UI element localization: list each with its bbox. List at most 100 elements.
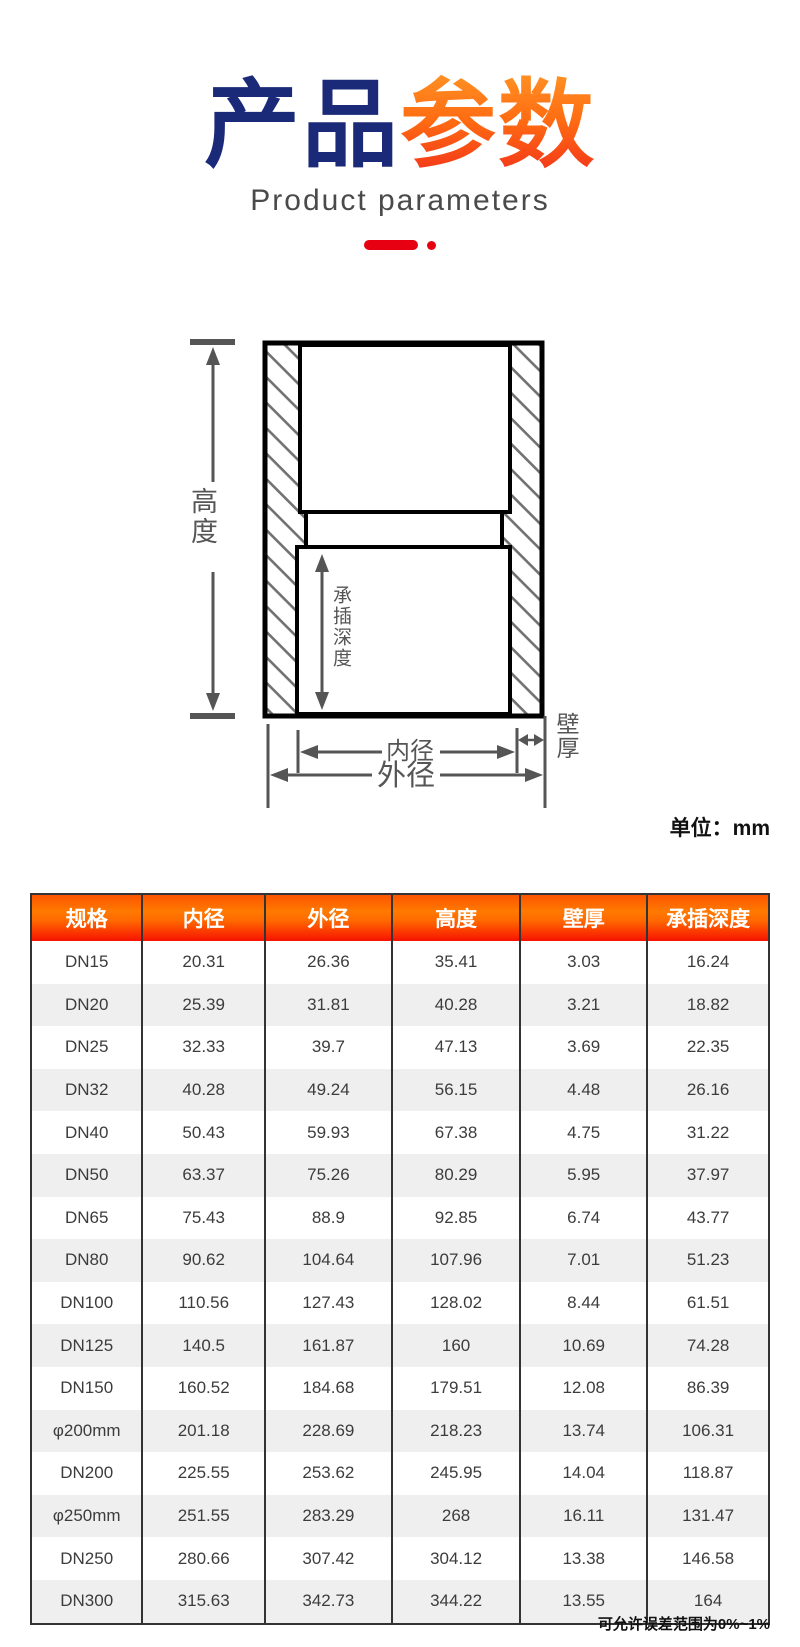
table-cell: DN125 (60, 1335, 114, 1355)
table-cell: 131.47 (646, 1494, 769, 1538)
table-row: DN200 225.55 253.62 245.95 14.04 118.87 (31, 1452, 769, 1495)
title-divider (0, 240, 800, 250)
outer-diameter-dimension-label: 外径 (376, 760, 435, 792)
table-cell: 161.87 (263, 1324, 392, 1367)
table-cell: 110.56 (141, 1281, 265, 1325)
table-row: DN65 75.43 88.9 92.85 6.74 43.77 (31, 1196, 769, 1240)
column-header-wall-thickness: 壁厚 (519, 894, 648, 941)
table-cell: 63.37 (141, 1153, 265, 1197)
table-cell: DN25 (64, 1037, 109, 1057)
table-cell: 59.93 (263, 1111, 392, 1154)
table-cell: 90.62 (141, 1239, 265, 1282)
table-cell: 14.04 (519, 1452, 648, 1495)
table-cell: DN15 (64, 952, 109, 972)
pipe-coupling-diagram: 高度 承插深度 内径 外径 壁厚 (150, 310, 620, 810)
table-cell: 245.95 (390, 1452, 521, 1495)
table-cell: 127.43 (263, 1281, 392, 1325)
table-cell: DN150 (60, 1378, 114, 1398)
page-subtitle: Product parameters (250, 184, 550, 217)
hero-section: 产品参数 Product parameters (0, 0, 800, 250)
table-cell: 25.39 (141, 983, 265, 1027)
table-cell: 7.01 (519, 1239, 648, 1282)
table-cell: 179.51 (390, 1366, 521, 1410)
table-cell: 75.43 (141, 1196, 265, 1240)
table-cell: 104.64 (263, 1239, 392, 1282)
table-cell: 43.77 (646, 1196, 769, 1240)
table-cell: 146.58 (646, 1537, 769, 1580)
table-cell: φ250mm (52, 1506, 121, 1526)
table-cell: 67.38 (390, 1111, 521, 1154)
table-row: DN100 110.56 127.43 128.02 8.44 61.51 (31, 1281, 769, 1325)
socket-depth-dimension-label: 承插深度 (330, 585, 351, 669)
table-cell: 61.51 (646, 1281, 769, 1325)
inner-diameter-dimension-label: 内径 (386, 738, 434, 765)
table-cell: 140.5 (141, 1324, 265, 1367)
table-cell: 106.31 (646, 1409, 769, 1453)
table-cell: 13.55 (519, 1579, 648, 1624)
table-cell: 164 (646, 1579, 769, 1624)
height-dimension-label: 高度 (187, 487, 217, 547)
column-header-spec: 规格 (31, 894, 143, 941)
table-cell: 8.44 (519, 1281, 648, 1325)
table-row: DN80 90.62 104.64 107.96 7.01 51.23 (31, 1239, 769, 1282)
table-cell: 35.41 (390, 941, 521, 984)
tolerance-note: 可允许误差范围为0%~1% (597, 1616, 770, 1633)
table-cell: DN100 (60, 1293, 114, 1313)
table-cell: DN20 (64, 994, 109, 1014)
table-row: DN32 40.28 49.24 56.15 4.48 26.16 (31, 1068, 769, 1112)
page-title-part1: 产品 (204, 72, 400, 179)
divider-bar (364, 240, 418, 250)
table-cell: 18.82 (646, 983, 769, 1027)
table-cell: 22.35 (646, 1026, 769, 1069)
table-cell: 13.38 (519, 1537, 648, 1580)
table-cell: DN80 (64, 1250, 109, 1270)
column-header-inner-diameter: 内径 (141, 894, 265, 941)
table-cell: 160.52 (141, 1366, 265, 1410)
table-row: DN125 140.5 161.87 160 10.69 74.28 (31, 1324, 769, 1367)
table-cell: 6.74 (519, 1196, 648, 1240)
table-row: φ250mm 251.55 283.29 268 16.11 131.47 (31, 1494, 769, 1538)
table-cell: 160 (390, 1324, 521, 1367)
table-cell: 37.97 (646, 1153, 769, 1197)
table-cell: 342.73 (263, 1579, 392, 1624)
table-row: DN250 280.66 307.42 304.12 13.38 146.58 (31, 1537, 769, 1580)
table-cell: 47.13 (390, 1026, 521, 1069)
table-cell: DN50 (64, 1165, 109, 1185)
table-cell: 304.12 (390, 1537, 521, 1580)
table-cell: 86.39 (646, 1366, 769, 1410)
table-cell: 31.81 (263, 983, 392, 1027)
column-header-socket-depth: 承插深度 (646, 894, 769, 941)
table-cell: 4.75 (519, 1111, 648, 1154)
table-cell: 307.42 (263, 1537, 392, 1580)
table-row: φ200mm 201.18 228.69 218.23 13.74 106.31 (31, 1409, 769, 1453)
table-row: DN300 315.63 342.73 344.22 13.55 164 (31, 1579, 769, 1624)
table-row: DN150 160.52 184.68 179.51 12.08 86.39 (31, 1366, 769, 1410)
table-cell: 40.28 (141, 1068, 265, 1112)
table-cell: 253.62 (263, 1452, 392, 1495)
table-cell: 184.68 (263, 1366, 392, 1410)
table-cell: DN200 (60, 1463, 114, 1483)
table-cell: 80.29 (390, 1153, 521, 1197)
table-cell: 201.18 (141, 1409, 265, 1453)
table-cell: DN250 (60, 1548, 114, 1568)
table-cell: 5.95 (519, 1153, 648, 1197)
table-cell: 32.33 (141, 1026, 265, 1069)
table-row: DN15 20.31 26.36 35.41 3.03 16.24 (31, 941, 769, 984)
page-title: 产品参数 (0, 78, 800, 174)
parameters-table: 规格 内径 外径 高度 壁厚 承插深度 DN15 20.31 26.36 35.41 3… (30, 893, 770, 1625)
column-header-height: 高度 (390, 894, 521, 941)
table-cell: 315.63 (141, 1579, 265, 1624)
table-cell: DN40 (64, 1122, 109, 1142)
table-cell: 50.43 (141, 1111, 265, 1154)
table-cell: 107.96 (390, 1239, 521, 1282)
table-cell: 74.28 (646, 1324, 769, 1367)
table-row: DN50 63.37 75.26 80.29 5.95 37.97 (31, 1153, 769, 1197)
table-cell: 31.22 (646, 1111, 769, 1154)
table-cell: 225.55 (141, 1452, 265, 1495)
table-cell: 4.48 (519, 1068, 648, 1112)
coupling-cross-section-drawing (190, 339, 547, 808)
table-cell: 88.9 (263, 1196, 392, 1240)
table-cell: 13.74 (519, 1409, 648, 1453)
table-cell: 92.85 (390, 1196, 521, 1240)
